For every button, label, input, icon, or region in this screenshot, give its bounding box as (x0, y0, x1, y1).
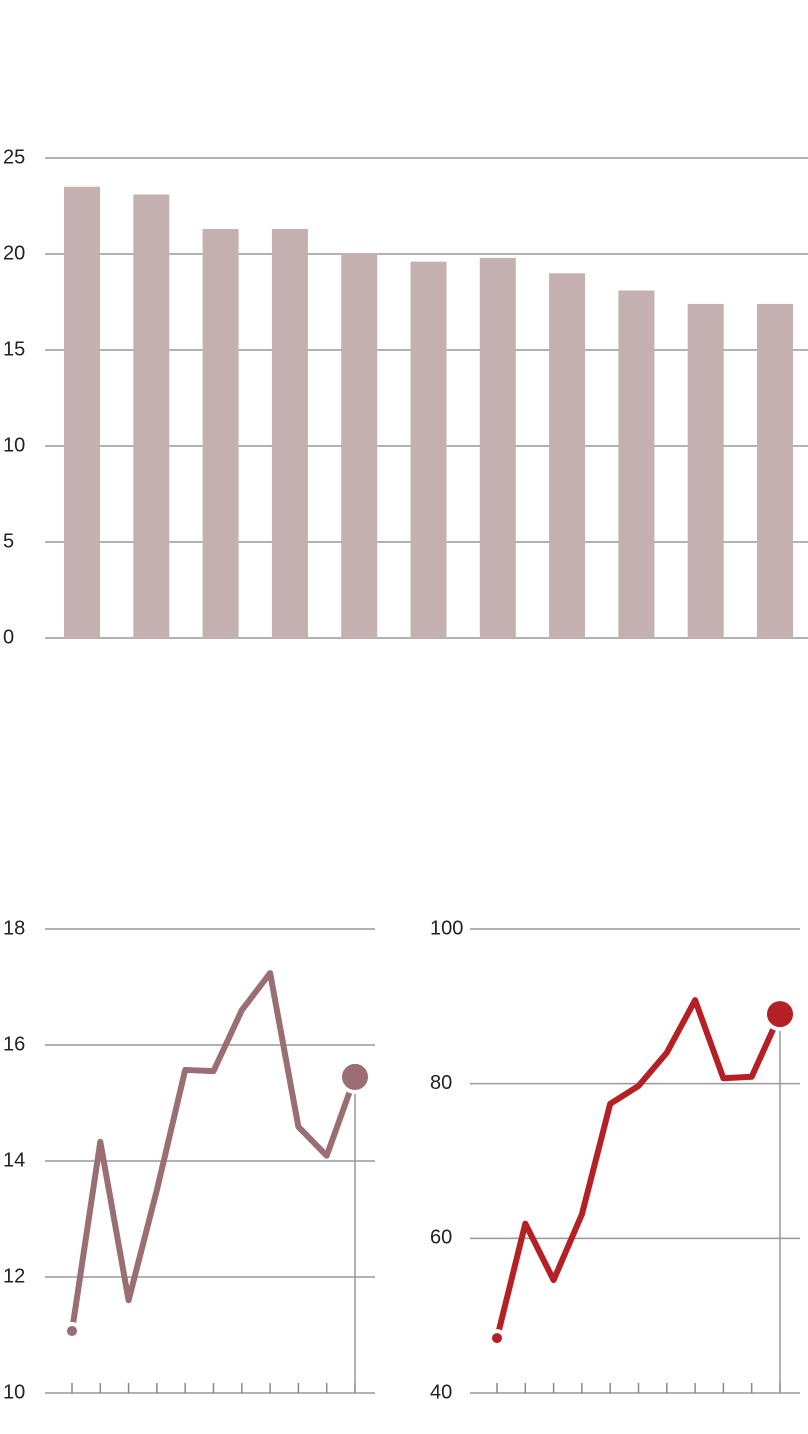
y-tick-label: 5 (3, 530, 14, 552)
y-tick-label: 0 (3, 626, 14, 648)
y-tick-label: 40 (430, 1381, 452, 1403)
bar (549, 273, 586, 638)
bar (341, 253, 378, 639)
bar (410, 261, 447, 638)
y-tick-label: 25 (3, 146, 25, 168)
bar (202, 229, 239, 639)
bar (271, 229, 308, 639)
line (69, 970, 358, 1332)
y-tick-label: 60 (430, 1227, 452, 1249)
y-tick-label: 10 (3, 1381, 25, 1403)
end-dot (338, 1059, 372, 1094)
bar (133, 194, 170, 639)
y-tick-label: 20 (3, 242, 25, 264)
y-tick-label: 16 (3, 1033, 25, 1055)
bar (687, 303, 724, 638)
start-dot (488, 1329, 506, 1348)
bar (618, 290, 655, 638)
bar (479, 257, 516, 638)
y-tick-label: 100 (430, 917, 463, 939)
bar (757, 303, 793, 638)
bar (64, 186, 100, 639)
end-dot (763, 997, 797, 1032)
y-tick-label: 14 (3, 1149, 25, 1171)
y-tick-label: 80 (430, 1072, 452, 1094)
y-tick-label: 10 (3, 434, 25, 456)
y-tick-label: 18 (3, 917, 25, 939)
y-tick-label: 15 (3, 338, 25, 360)
y-tick-label: 12 (3, 1265, 25, 1287)
line (494, 997, 783, 1339)
start-dot (63, 1321, 81, 1340)
